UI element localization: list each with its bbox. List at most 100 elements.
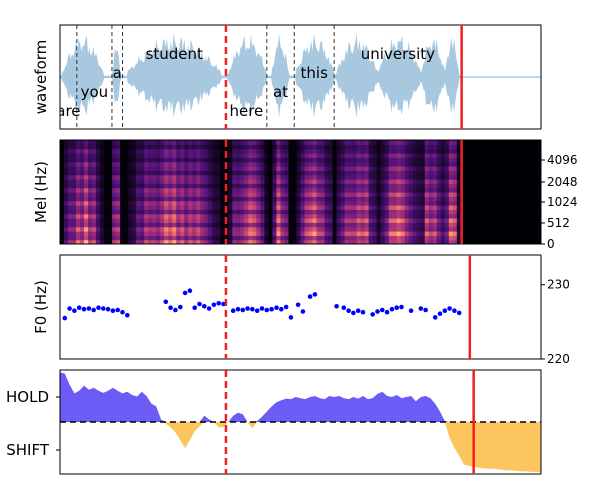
- mel-cell: [172, 239, 177, 244]
- mel-cell: [468, 170, 474, 176]
- mel-cell: [356, 144, 362, 150]
- mel-cell: [284, 192, 290, 197]
- mel-cell: [124, 140, 129, 145]
- mel-cell: [352, 161, 358, 167]
- mel-cell: [256, 239, 262, 244]
- mel-cell: [256, 192, 262, 197]
- mel-cell: [116, 192, 121, 197]
- mel-cell: [208, 140, 213, 145]
- mel-cell: [432, 166, 438, 171]
- mel-cell: [528, 205, 534, 210]
- mel-cell: [456, 144, 462, 150]
- mel-cell: [296, 196, 302, 202]
- mel-cell: [272, 174, 278, 180]
- mel-cell: [96, 218, 101, 223]
- mel-cell: [284, 166, 290, 171]
- mel-cell: [272, 209, 278, 215]
- mel-cell: [340, 166, 346, 171]
- mel-cell: [408, 170, 414, 176]
- mel-cell: [360, 231, 366, 236]
- mel-cell: [128, 153, 133, 158]
- mel-cell: [356, 200, 362, 206]
- f0-point: [380, 307, 385, 313]
- mel-cell: [536, 213, 541, 219]
- mel-cell: [240, 174, 245, 180]
- mel-cell: [344, 196, 350, 202]
- mel-cell: [144, 183, 149, 189]
- mel-cell: [516, 170, 522, 176]
- mel-cell: [60, 157, 65, 163]
- mel-cell: [116, 166, 121, 171]
- mel-cell: [520, 192, 526, 197]
- mel-cell: [200, 205, 205, 210]
- mel-cell: [276, 157, 282, 163]
- mel-cell: [180, 166, 185, 171]
- mel-cell: [212, 235, 217, 241]
- mel-cell: [400, 222, 406, 228]
- mel-cell: [472, 157, 478, 163]
- mel-cell: [128, 196, 133, 202]
- mel-cell: [60, 183, 65, 189]
- mel-cell: [112, 153, 117, 158]
- mel-cell: [228, 148, 233, 154]
- mel-cell: [444, 144, 450, 150]
- mel-cell: [92, 161, 97, 167]
- mel-cell: [392, 209, 398, 215]
- mel-cell: [112, 183, 117, 189]
- mel-cell: [468, 192, 474, 197]
- mel-cell: [360, 200, 366, 206]
- mel-cell: [412, 222, 418, 228]
- mel-cell: [236, 205, 241, 210]
- mel-cell: [252, 140, 258, 145]
- mel-cell: [244, 200, 249, 206]
- mel-cell: [524, 222, 530, 228]
- mel-cell: [420, 235, 426, 241]
- mel-cell: [364, 183, 370, 189]
- mel-cell: [376, 231, 382, 236]
- mel-cell: [84, 157, 89, 163]
- mel-cell: [456, 239, 462, 244]
- mel-cell: [504, 192, 510, 197]
- mel-cell: [432, 153, 438, 158]
- mel-cell: [164, 239, 169, 244]
- mel-cell: [428, 174, 434, 180]
- f0-point: [178, 304, 183, 310]
- mel-cell: [300, 187, 306, 193]
- mel-cell: [420, 153, 426, 158]
- mel-cell: [296, 205, 302, 210]
- mel-cell: [264, 205, 270, 210]
- mel-cell: [532, 183, 538, 189]
- mel-cell: [236, 231, 241, 236]
- mel-cell: [480, 213, 486, 219]
- mel-cell: [472, 235, 478, 241]
- mel-cell: [244, 148, 249, 154]
- mel-cell: [212, 209, 217, 215]
- mel-cell: [188, 161, 193, 167]
- mel-cell: [144, 218, 149, 223]
- mel-cell: [416, 148, 422, 154]
- mel-cell: [76, 148, 81, 154]
- mel-cell: [380, 157, 386, 163]
- mel-cell: [404, 153, 410, 158]
- mel-cell: [464, 235, 470, 241]
- mel-cell: [240, 179, 245, 184]
- mel-cell: [468, 174, 474, 180]
- mel-cell: [396, 239, 402, 244]
- mel-cell: [300, 183, 306, 189]
- mel-cell: [296, 170, 302, 176]
- mel-cell: [496, 196, 502, 202]
- mel-cell: [476, 235, 482, 241]
- mel-cell: [200, 144, 205, 150]
- mel-cell: [336, 161, 342, 167]
- mel-cell: [276, 209, 282, 215]
- mel-cell: [312, 205, 318, 210]
- mel-cell: [388, 222, 394, 228]
- mel-cell: [280, 235, 286, 241]
- mel-cell: [292, 239, 298, 244]
- mel-cell: [72, 226, 77, 232]
- f0-point: [375, 309, 380, 314]
- mel-cell: [308, 183, 314, 189]
- mel-cell: [400, 209, 406, 215]
- mel-cell: [160, 170, 165, 176]
- mel-cell: [408, 213, 414, 219]
